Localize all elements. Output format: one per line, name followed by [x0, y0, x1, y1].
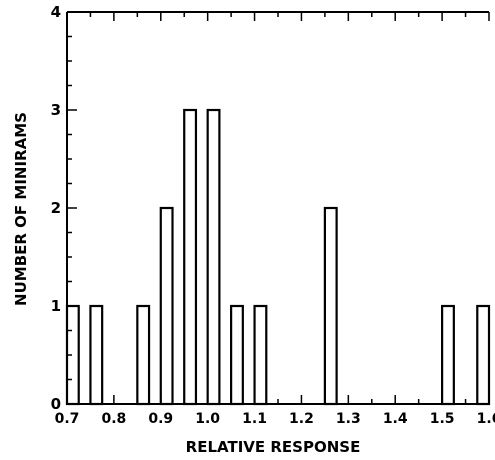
y-axis-label: NUMBER OF MINIRAMS	[12, 112, 30, 306]
histogram-bar-3	[159, 206, 174, 406]
ticks-group	[66, 11, 490, 405]
histogram-bar-7	[253, 304, 268, 406]
y-tick-label-3: 3	[51, 101, 61, 119]
histogram-bar-5	[206, 108, 221, 406]
plot-frame	[66, 11, 489, 405]
x-tick-label-1: 0.8	[101, 411, 126, 427]
x-tick-label-0: 0.7	[55, 411, 80, 427]
histogram-bar-1	[89, 304, 104, 406]
bars-group	[65, 108, 491, 406]
x-tick-label-8: 1.5	[430, 411, 455, 427]
x-tick-label-2: 0.9	[148, 411, 173, 427]
x-tick-label-7: 1.4	[383, 411, 408, 427]
x-tick-label-4: 1.1	[242, 411, 267, 427]
x-tick-label-6: 1.3	[336, 411, 361, 427]
y-tick-label-0: 0	[51, 395, 61, 413]
x-tick-label-3: 1.0	[195, 411, 220, 427]
y-tick-label-4: 4	[51, 3, 61, 21]
histogram-bar-10	[476, 304, 491, 406]
histogram-bar-2	[136, 304, 151, 406]
y-tick-label-2: 2	[51, 199, 61, 217]
histogram-bar-6	[230, 304, 244, 406]
histogram-bar-9	[441, 304, 455, 406]
x-axis-label: RELATIVE RESPONSE	[186, 438, 361, 456]
tick-labels-group: 0.7 0.8 0.9 1.0 1.1 1.2 1.3 1.4 1.5 1.6 0 1 2 3 4	[51, 3, 495, 427]
histogram-bar-4	[183, 108, 198, 406]
histogram-bar-8	[323, 206, 338, 406]
y-tick-label-1: 1	[51, 297, 61, 315]
x-tick-label-5: 1.2	[289, 411, 314, 427]
x-tick-label-9: 1.6	[477, 411, 495, 427]
